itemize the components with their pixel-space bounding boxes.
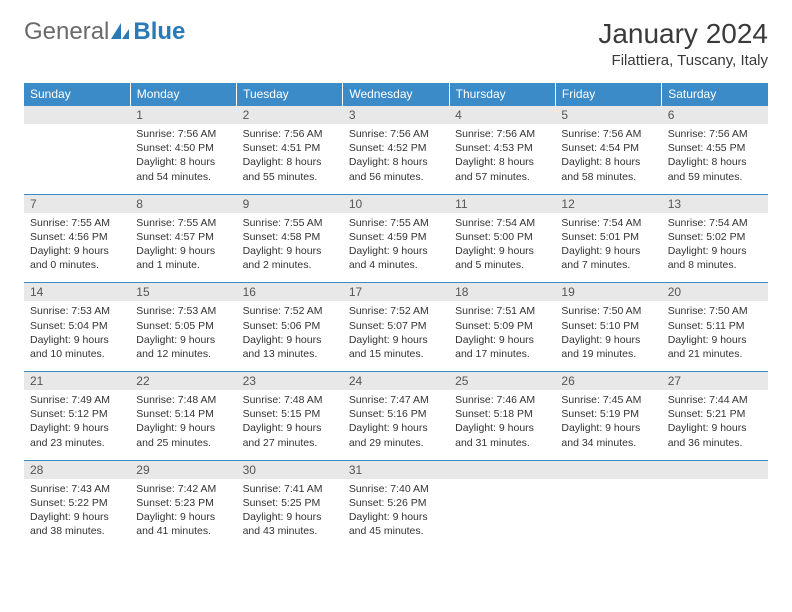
day-cell xyxy=(24,124,130,194)
calendar-body: 123456Sunrise: 7:56 AM Sunset: 4:50 PM D… xyxy=(24,106,768,549)
weekday-header-row: Sunday Monday Tuesday Wednesday Thursday… xyxy=(24,83,768,106)
day-cell: Sunrise: 7:40 AM Sunset: 5:26 PM Dayligh… xyxy=(343,479,449,549)
day-cell: Sunrise: 7:48 AM Sunset: 5:14 PM Dayligh… xyxy=(130,390,236,460)
day-number: 19 xyxy=(555,283,661,302)
day-cell: Sunrise: 7:56 AM Sunset: 4:52 PM Dayligh… xyxy=(343,124,449,194)
day-number-row: 14151617181920 xyxy=(24,283,768,302)
weekday-header: Monday xyxy=(130,83,236,106)
day-cell: Sunrise: 7:54 AM Sunset: 5:00 PM Dayligh… xyxy=(449,213,555,283)
weekday-header: Saturday xyxy=(662,83,768,106)
day-cell: Sunrise: 7:41 AM Sunset: 5:25 PM Dayligh… xyxy=(237,479,343,549)
weekday-header: Sunday xyxy=(24,83,130,106)
day-number: 31 xyxy=(343,460,449,479)
day-number: 10 xyxy=(343,194,449,213)
day-number: 5 xyxy=(555,106,661,125)
weekday-header: Thursday xyxy=(449,83,555,106)
day-number-row: 78910111213 xyxy=(24,194,768,213)
day-number: 7 xyxy=(24,194,130,213)
header: General Blue January 2024 Filattiera, Tu… xyxy=(24,18,768,69)
day-number: 16 xyxy=(237,283,343,302)
day-content-row: Sunrise: 7:56 AM Sunset: 4:50 PM Dayligh… xyxy=(24,124,768,194)
day-number xyxy=(449,460,555,479)
weekday-header: Tuesday xyxy=(237,83,343,106)
day-cell: Sunrise: 7:50 AM Sunset: 5:11 PM Dayligh… xyxy=(662,301,768,371)
weekday-header: Wednesday xyxy=(343,83,449,106)
day-cell: Sunrise: 7:54 AM Sunset: 5:01 PM Dayligh… xyxy=(555,213,661,283)
day-number: 20 xyxy=(662,283,768,302)
day-cell: Sunrise: 7:56 AM Sunset: 4:50 PM Dayligh… xyxy=(130,124,236,194)
day-number: 27 xyxy=(662,372,768,391)
day-number: 23 xyxy=(237,372,343,391)
day-number: 22 xyxy=(130,372,236,391)
day-cell: Sunrise: 7:56 AM Sunset: 4:53 PM Dayligh… xyxy=(449,124,555,194)
day-cell xyxy=(449,479,555,549)
day-number: 25 xyxy=(449,372,555,391)
day-number: 18 xyxy=(449,283,555,302)
day-number: 11 xyxy=(449,194,555,213)
day-number: 28 xyxy=(24,460,130,479)
day-number: 8 xyxy=(130,194,236,213)
day-number-row: 28293031 xyxy=(24,460,768,479)
day-cell: Sunrise: 7:42 AM Sunset: 5:23 PM Dayligh… xyxy=(130,479,236,549)
day-cell: Sunrise: 7:55 AM Sunset: 4:56 PM Dayligh… xyxy=(24,213,130,283)
logo: General Blue xyxy=(24,18,185,46)
day-number: 21 xyxy=(24,372,130,391)
month-title: January 2024 xyxy=(598,18,768,50)
day-cell: Sunrise: 7:45 AM Sunset: 5:19 PM Dayligh… xyxy=(555,390,661,460)
location: Filattiera, Tuscany, Italy xyxy=(598,52,768,69)
day-cell: Sunrise: 7:53 AM Sunset: 5:05 PM Dayligh… xyxy=(130,301,236,371)
day-number: 26 xyxy=(555,372,661,391)
day-cell: Sunrise: 7:56 AM Sunset: 4:51 PM Dayligh… xyxy=(237,124,343,194)
day-cell: Sunrise: 7:55 AM Sunset: 4:57 PM Dayligh… xyxy=(130,213,236,283)
day-number xyxy=(24,106,130,125)
day-cell: Sunrise: 7:46 AM Sunset: 5:18 PM Dayligh… xyxy=(449,390,555,460)
day-number: 15 xyxy=(130,283,236,302)
calendar-table: Sunday Monday Tuesday Wednesday Thursday… xyxy=(24,83,768,548)
day-cell: Sunrise: 7:49 AM Sunset: 5:12 PM Dayligh… xyxy=(24,390,130,460)
day-content-row: Sunrise: 7:53 AM Sunset: 5:04 PM Dayligh… xyxy=(24,301,768,371)
day-cell: Sunrise: 7:56 AM Sunset: 4:55 PM Dayligh… xyxy=(662,124,768,194)
day-number: 2 xyxy=(237,106,343,125)
day-cell xyxy=(662,479,768,549)
logo-text-general: General xyxy=(24,18,109,46)
day-cell: Sunrise: 7:55 AM Sunset: 4:58 PM Dayligh… xyxy=(237,213,343,283)
day-number-row: 21222324252627 xyxy=(24,372,768,391)
day-number: 1 xyxy=(130,106,236,125)
logo-text-blue: Blue xyxy=(133,18,185,46)
day-content-row: Sunrise: 7:43 AM Sunset: 5:22 PM Dayligh… xyxy=(24,479,768,549)
day-number: 13 xyxy=(662,194,768,213)
day-cell xyxy=(555,479,661,549)
day-number: 30 xyxy=(237,460,343,479)
day-cell: Sunrise: 7:43 AM Sunset: 5:22 PM Dayligh… xyxy=(24,479,130,549)
day-number: 14 xyxy=(24,283,130,302)
day-number xyxy=(555,460,661,479)
title-block: January 2024 Filattiera, Tuscany, Italy xyxy=(598,18,768,69)
day-number: 17 xyxy=(343,283,449,302)
day-number xyxy=(662,460,768,479)
day-number: 24 xyxy=(343,372,449,391)
day-number: 3 xyxy=(343,106,449,125)
day-cell: Sunrise: 7:55 AM Sunset: 4:59 PM Dayligh… xyxy=(343,213,449,283)
logo-sail-icon xyxy=(109,21,131,43)
day-number: 6 xyxy=(662,106,768,125)
day-cell: Sunrise: 7:44 AM Sunset: 5:21 PM Dayligh… xyxy=(662,390,768,460)
day-cell: Sunrise: 7:51 AM Sunset: 5:09 PM Dayligh… xyxy=(449,301,555,371)
day-number: 9 xyxy=(237,194,343,213)
day-number: 29 xyxy=(130,460,236,479)
weekday-header: Friday xyxy=(555,83,661,106)
day-cell: Sunrise: 7:48 AM Sunset: 5:15 PM Dayligh… xyxy=(237,390,343,460)
day-number-row: 123456 xyxy=(24,106,768,125)
day-cell: Sunrise: 7:52 AM Sunset: 5:07 PM Dayligh… xyxy=(343,301,449,371)
day-cell: Sunrise: 7:47 AM Sunset: 5:16 PM Dayligh… xyxy=(343,390,449,460)
day-cell: Sunrise: 7:54 AM Sunset: 5:02 PM Dayligh… xyxy=(662,213,768,283)
day-cell: Sunrise: 7:50 AM Sunset: 5:10 PM Dayligh… xyxy=(555,301,661,371)
day-cell: Sunrise: 7:52 AM Sunset: 5:06 PM Dayligh… xyxy=(237,301,343,371)
day-content-row: Sunrise: 7:55 AM Sunset: 4:56 PM Dayligh… xyxy=(24,213,768,283)
day-content-row: Sunrise: 7:49 AM Sunset: 5:12 PM Dayligh… xyxy=(24,390,768,460)
day-number: 12 xyxy=(555,194,661,213)
day-cell: Sunrise: 7:56 AM Sunset: 4:54 PM Dayligh… xyxy=(555,124,661,194)
day-number: 4 xyxy=(449,106,555,125)
day-cell: Sunrise: 7:53 AM Sunset: 5:04 PM Dayligh… xyxy=(24,301,130,371)
